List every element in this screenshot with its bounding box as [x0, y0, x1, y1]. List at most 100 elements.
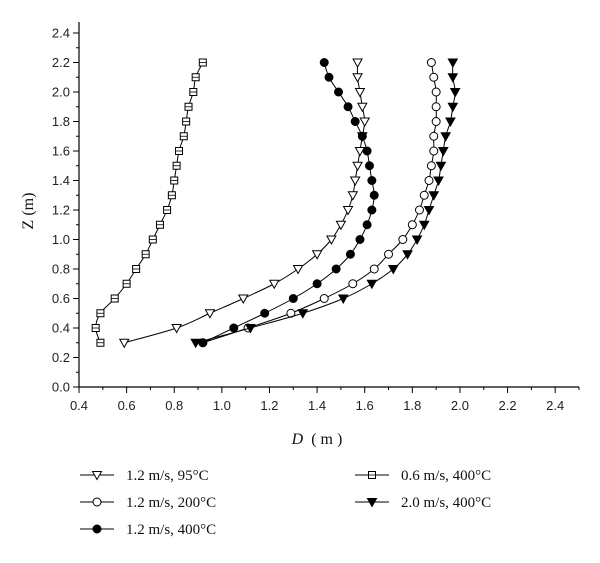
y-tick-label: 0.2 — [52, 350, 70, 365]
data-point — [423, 206, 435, 216]
legend-label: 0.6 m/s, 400°C — [401, 468, 491, 484]
data-point — [426, 58, 436, 67]
x-tick-label: 2.0 — [451, 398, 469, 413]
y-tick-label: 0.6 — [52, 291, 70, 306]
data-point — [426, 161, 436, 171]
data-point — [362, 220, 372, 230]
series-1 — [118, 58, 371, 349]
data-point — [431, 102, 441, 112]
legend-item: 1.2 m/s, 400°C — [80, 522, 216, 538]
data-point — [447, 102, 459, 113]
data-point — [366, 279, 378, 290]
data-point — [312, 279, 322, 289]
data-point — [288, 294, 298, 303]
data-point — [334, 87, 344, 97]
legend-label: 1.2 m/s, 400°C — [126, 522, 216, 538]
x-tick-label: 2.4 — [546, 398, 564, 413]
y-tick-label: 1.2 — [52, 203, 70, 218]
x-tick-label: 1.8 — [403, 398, 421, 413]
data-point — [352, 73, 363, 83]
data-point — [418, 220, 430, 231]
data-point — [337, 294, 349, 305]
data-point — [292, 265, 304, 275]
data-point — [268, 279, 280, 290]
series-layer — [91, 58, 461, 349]
x-tick-label: 1.6 — [356, 398, 374, 413]
data-point — [440, 132, 452, 142]
data-point — [398, 235, 408, 244]
series-2 — [198, 58, 441, 348]
series-5 — [190, 58, 461, 349]
data-point — [431, 87, 441, 97]
data-point — [367, 176, 377, 185]
data-point — [335, 220, 347, 231]
y-tick-label: 2.4 — [52, 26, 70, 41]
y-tick-label: 0.8 — [52, 262, 70, 277]
data-point — [190, 338, 202, 349]
data-point — [357, 131, 367, 141]
data-point — [362, 146, 372, 156]
data-point — [387, 265, 399, 275]
y-tick-label: 1.6 — [52, 144, 70, 159]
data-point — [324, 72, 334, 82]
y-tick-label: 2.2 — [52, 55, 70, 70]
data-point — [414, 205, 424, 215]
data-point — [429, 72, 439, 82]
data-point — [433, 176, 444, 187]
legend-label: 1.2 m/s, 200°C — [126, 495, 216, 511]
y-tick-label: 0.0 — [52, 380, 70, 395]
data-point — [345, 249, 355, 259]
data-point — [367, 205, 377, 215]
data-point — [347, 191, 359, 201]
x-tick-label: 0.4 — [70, 398, 88, 413]
data-point — [424, 176, 434, 185]
data-point — [354, 147, 366, 157]
data-point — [364, 161, 374, 171]
data-point — [331, 264, 341, 274]
data-point — [449, 88, 461, 98]
data-point — [311, 250, 323, 260]
tick-marks — [73, 32, 580, 393]
legend-label: 2.0 m/s, 400°C — [401, 495, 491, 511]
data-point — [237, 294, 249, 305]
data-point — [359, 117, 371, 128]
tick-labels: 0.4 0.6 0.8 1.0 1.2 1.4 1.6 1.8 2.0 2.2 2.4 0.0 0.2 0… — [52, 26, 564, 414]
axes — [78, 22, 579, 388]
legend-item: 0.6 m/s, 400°C — [355, 468, 491, 484]
data-point — [319, 294, 329, 303]
data-point — [429, 146, 439, 156]
data-point — [384, 249, 394, 259]
y-tick-label: 0.4 — [52, 321, 70, 336]
data-point — [431, 117, 441, 126]
legend-marker — [92, 524, 102, 534]
data-point — [356, 102, 368, 113]
x-tick-label: 0.6 — [118, 398, 136, 413]
data-point — [445, 117, 456, 128]
legend-item: 2.0 m/s, 400°C — [355, 495, 491, 511]
data-point — [349, 176, 361, 187]
data-point — [369, 190, 379, 200]
legend-marker — [366, 498, 378, 508]
data-point — [118, 338, 130, 349]
series-3 — [198, 58, 379, 348]
y-tick-label: 1.4 — [52, 173, 70, 188]
data-point — [407, 220, 417, 230]
data-point — [260, 308, 270, 318]
legend-item: 1.2 m/s, 200°C — [80, 495, 216, 511]
legend-label: 1.2 m/s, 95°C — [126, 468, 209, 484]
data-point — [429, 131, 439, 141]
data-point — [411, 235, 423, 246]
data-point — [447, 73, 459, 83]
data-point — [297, 309, 309, 319]
y-tick-label: 1.0 — [52, 232, 70, 247]
x-tick-label: 1.0 — [213, 398, 231, 413]
data-point — [352, 58, 363, 69]
series-4 — [91, 58, 207, 347]
data-point — [343, 102, 353, 112]
data-point — [435, 161, 447, 172]
data-point — [348, 279, 358, 289]
x-axis-variable: D — [291, 431, 304, 448]
y-tick-label: 1.8 — [52, 114, 70, 129]
x-axis-title: D ( m ) — [291, 431, 343, 448]
